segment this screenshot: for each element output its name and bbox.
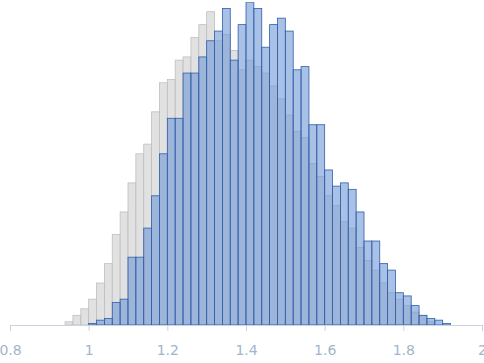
histogram-bar xyxy=(159,154,167,325)
histogram-bar xyxy=(427,319,435,325)
histogram-bar xyxy=(348,189,356,325)
x-tick-mark xyxy=(403,325,404,331)
histogram-bar xyxy=(262,47,270,325)
histogram-bar xyxy=(222,8,230,325)
histogram-bar xyxy=(81,325,89,326)
histogram-bar xyxy=(183,73,191,325)
histogram-series xyxy=(89,2,451,325)
histogram-bar xyxy=(364,241,372,325)
x-axis: 0.8 1 1.2 1.4 1.6 1.8 2 xyxy=(0,325,484,358)
histogram-bar xyxy=(81,309,89,325)
histogram-bar xyxy=(285,31,293,325)
histogram-bar xyxy=(120,212,128,325)
histogram-bar xyxy=(73,325,81,326)
histogram-bar xyxy=(301,67,309,325)
histogram-bar xyxy=(246,2,254,325)
histogram-bar xyxy=(97,283,105,325)
x-tick: 1.2 xyxy=(157,325,179,358)
histogram-bar xyxy=(411,306,419,325)
histogram-bar xyxy=(317,125,325,325)
plot-area xyxy=(65,2,450,325)
histogram-bar xyxy=(325,170,333,325)
histogram-bar xyxy=(215,31,223,325)
x-tick-mark xyxy=(167,325,168,331)
histogram-bar xyxy=(112,235,120,325)
histogram-bar xyxy=(333,186,341,325)
histogram-bar xyxy=(136,154,144,325)
histogram-bar xyxy=(89,323,97,325)
histogram-bar xyxy=(65,322,73,325)
histogram-bar xyxy=(144,228,152,325)
histogram-bar xyxy=(175,60,183,325)
histogram-bar xyxy=(175,118,183,325)
histogram-bar xyxy=(309,125,317,325)
histogram-bar xyxy=(270,25,278,325)
histogram-bar xyxy=(238,25,246,325)
x-axis-line xyxy=(11,326,483,332)
x-tick: 1.4 xyxy=(235,325,257,358)
histogram-bar xyxy=(136,257,144,325)
histogram-bar xyxy=(419,315,427,325)
histogram-bar xyxy=(65,325,73,326)
histogram-bar xyxy=(104,264,112,325)
histogram-bar xyxy=(443,323,451,325)
histogram-bar xyxy=(167,80,175,325)
histogram-bar xyxy=(340,183,348,325)
x-tick-mark xyxy=(246,325,247,331)
histogram-bar xyxy=(128,257,136,325)
histogram-bar xyxy=(144,144,152,325)
histogram-bar xyxy=(167,118,175,325)
histogram-bar xyxy=(380,264,388,325)
histogram-bar xyxy=(199,25,207,325)
histogram-bar xyxy=(356,212,364,325)
histogram-bar xyxy=(97,320,105,325)
x-tick-label: 1.4 xyxy=(235,342,257,358)
x-tick: 1 xyxy=(85,325,94,358)
histogram-bar xyxy=(152,196,160,325)
x-tick-label: 1.6 xyxy=(314,342,336,358)
histogram-bar xyxy=(73,315,81,325)
histogram-bar xyxy=(128,183,136,325)
x-tick-label: 2 xyxy=(478,342,484,358)
x-tick: 2 xyxy=(478,325,484,358)
histogram-bar xyxy=(230,50,238,325)
histogram-bar xyxy=(403,296,411,325)
histogram-bar xyxy=(293,70,301,325)
histogram-bar xyxy=(152,112,160,325)
histogram-bar xyxy=(112,302,120,325)
histogram-bar xyxy=(230,60,238,325)
histogram-bar xyxy=(254,8,262,325)
x-tick-label: 1.8 xyxy=(393,342,415,358)
histogram-bar xyxy=(435,320,443,325)
x-tick-label: 1.2 xyxy=(157,342,179,358)
x-tick-label: 0.8 xyxy=(0,342,22,358)
histogram-bar xyxy=(207,12,215,325)
histogram-bar xyxy=(159,83,167,325)
histogram-bar xyxy=(89,299,97,325)
x-tick-label: 1 xyxy=(85,342,94,358)
histogram-bar xyxy=(191,38,199,325)
x-tick: 0.8 xyxy=(0,325,22,358)
histogram-bar xyxy=(388,270,396,325)
x-tick-mark xyxy=(10,325,11,331)
histogram-bar xyxy=(207,41,215,325)
x-tick-mark xyxy=(89,325,90,331)
histogram-bar xyxy=(104,319,112,325)
histogram-bar xyxy=(419,315,427,325)
x-tick: 1.8 xyxy=(393,325,415,358)
x-tick-mark xyxy=(325,325,326,331)
histogram-bar xyxy=(372,241,380,325)
x-tick-mark xyxy=(482,325,483,331)
x-tick: 1.6 xyxy=(314,325,336,358)
histogram-bar xyxy=(120,299,128,325)
histogram-bar xyxy=(277,18,285,325)
histogram-bar xyxy=(395,293,403,325)
histogram-bar xyxy=(183,57,191,325)
histogram-bar xyxy=(199,57,207,325)
histogram-bar xyxy=(191,73,199,325)
